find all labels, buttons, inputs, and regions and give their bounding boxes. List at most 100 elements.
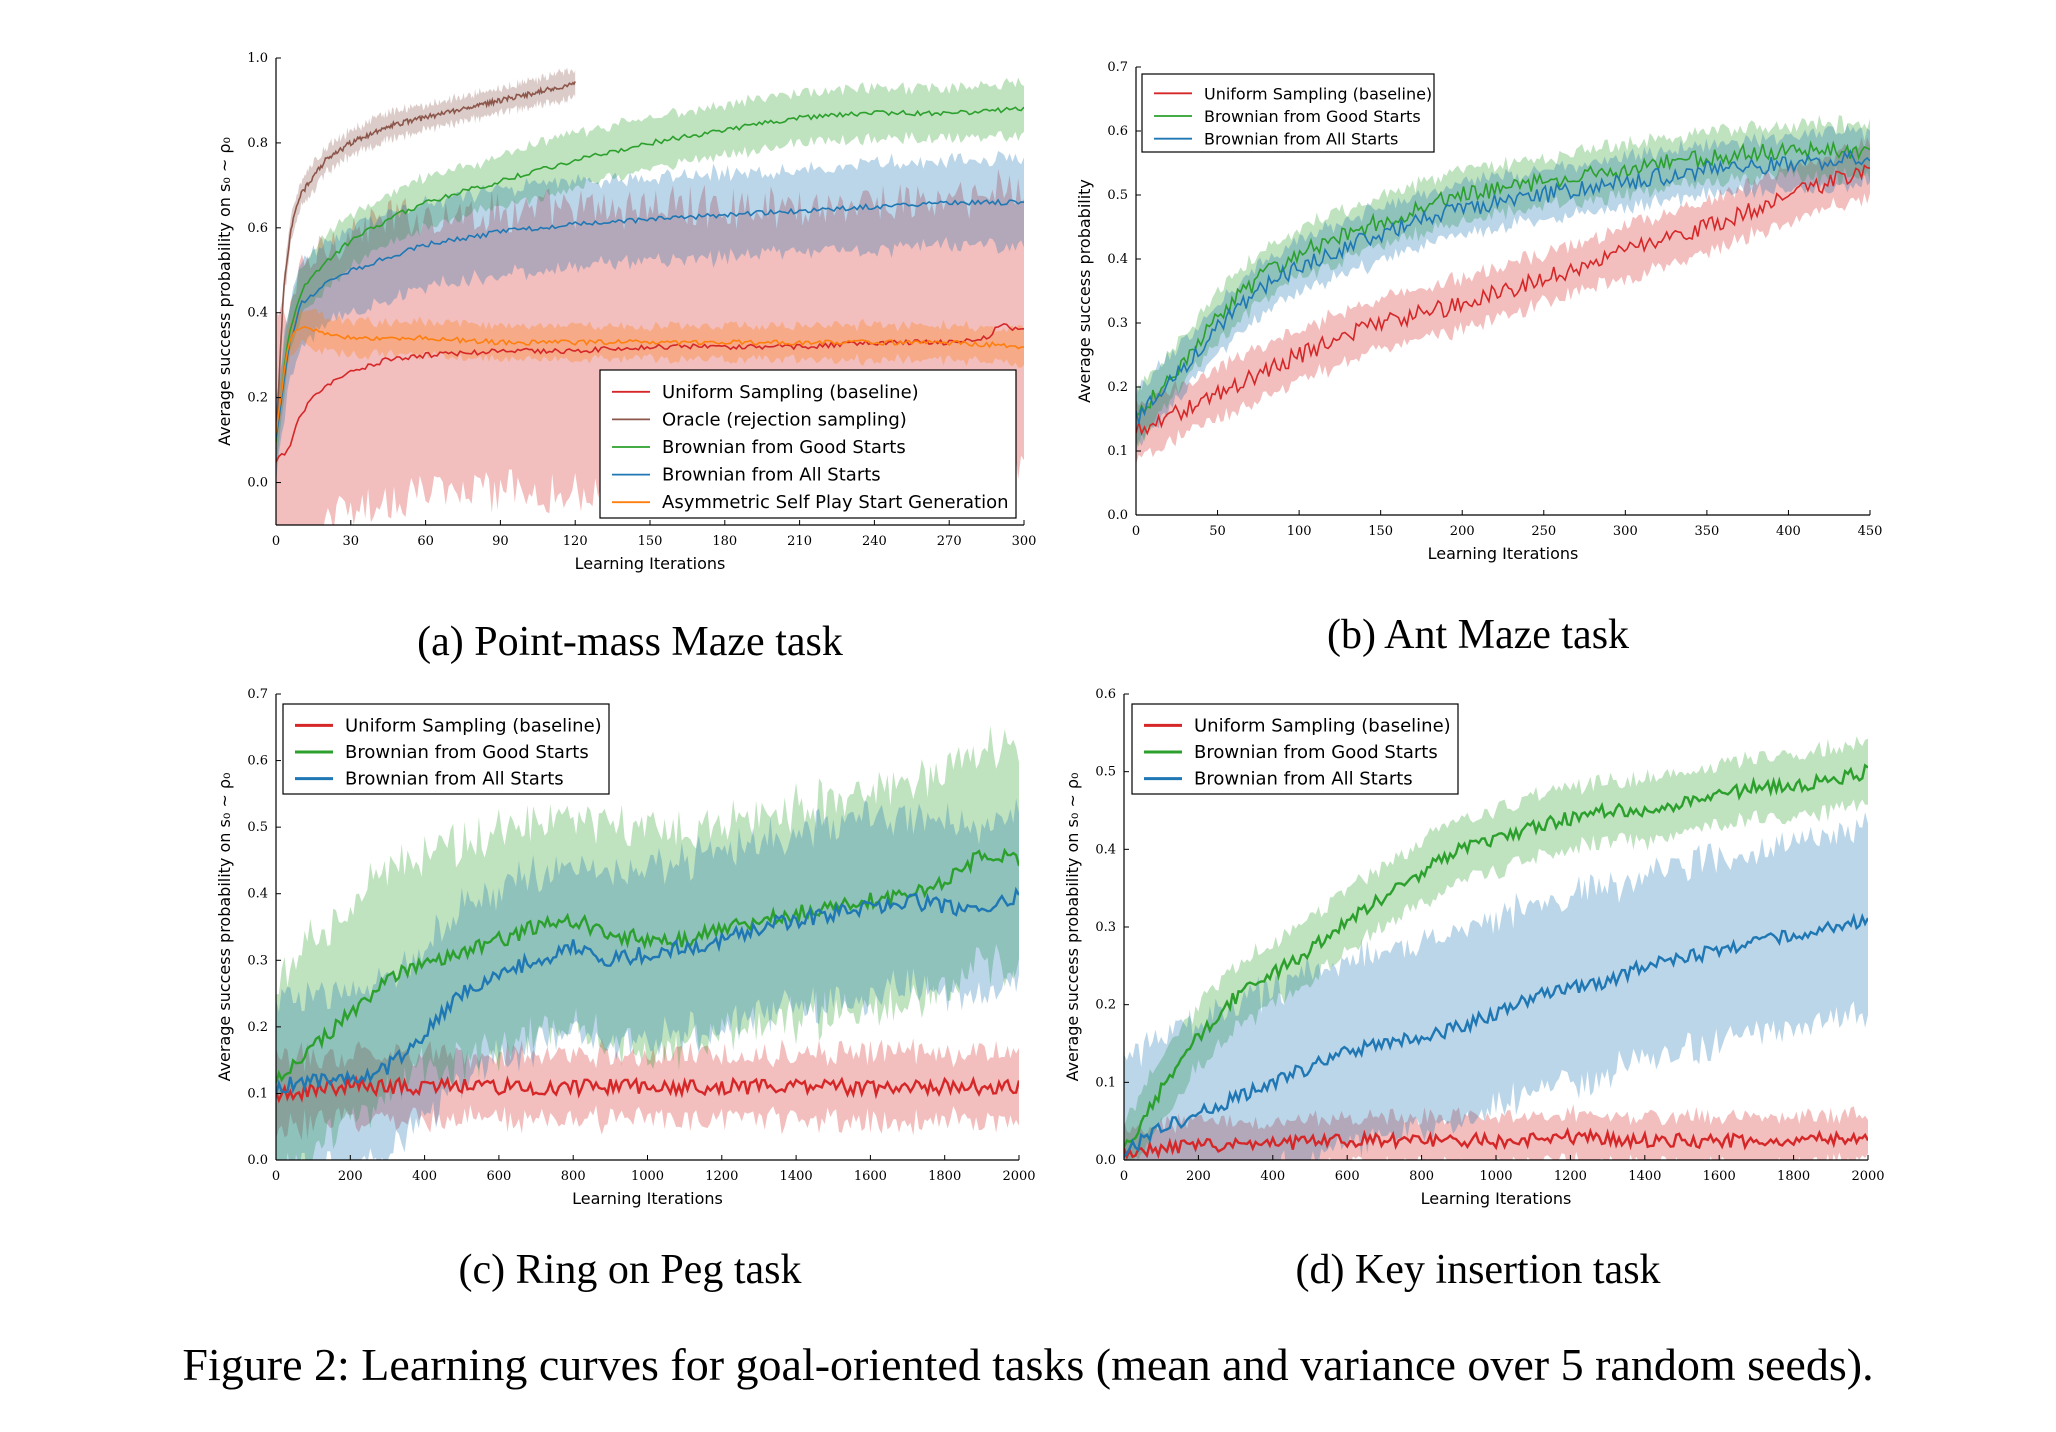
band-b-all (1136, 124, 1870, 454)
x-tick-label: 2000 (1002, 1169, 1035, 1184)
x-tick-label: 600 (1335, 1169, 1360, 1184)
caption-a: (a) Point-mass Maze task (417, 619, 843, 665)
x-tick-label: 300 (1613, 524, 1638, 539)
line-b-uniform (1136, 164, 1870, 436)
legend-entry-uniform: Uniform Sampling (baseline) (1194, 715, 1451, 736)
line-b-good (1136, 140, 1870, 416)
y-tick-label: 0.3 (1095, 920, 1116, 935)
x-axis-label-c: Learning Iterations (572, 1189, 723, 1208)
x-tick-label: 300 (1012, 534, 1037, 549)
x-tick-label: 1400 (1628, 1169, 1661, 1184)
x-tick-label: 800 (1409, 1169, 1434, 1184)
x-tick-label: 0 (1132, 524, 1140, 539)
line-d-good (1124, 763, 1868, 1148)
plot-area-a (276, 67, 1024, 525)
band-b-uniform (1136, 137, 1870, 465)
band-d-uniform (1124, 1104, 1868, 1160)
y-tick-label: 0.6 (247, 754, 268, 769)
x-tick-label: 1200 (705, 1169, 738, 1184)
y-tick-label: 0.2 (1095, 998, 1116, 1013)
x-tick-label: 250 (1531, 524, 1556, 539)
x-tick-label: 0 (1120, 1169, 1128, 1184)
y-tick-label: 0.1 (247, 1086, 268, 1101)
x-tick-label: 60 (417, 534, 434, 549)
y-tick-label: 1.0 (247, 51, 268, 66)
legend-entry-good: Brownian from Good Starts (662, 437, 906, 458)
x-tick-label: 1600 (1703, 1169, 1736, 1184)
y-tick-label: 0.4 (247, 887, 268, 902)
caption-d: (d) Key insertion task (1295, 1247, 1660, 1293)
y-tick-label: 0.1 (1107, 444, 1128, 459)
legend-entry-good: Brownian from Good Starts (345, 742, 589, 763)
y-tick-label: 0.3 (247, 953, 268, 968)
x-tick-label: 240 (862, 534, 887, 549)
x-tick-label: 600 (486, 1169, 511, 1184)
x-axis-label-d: Learning Iterations (1421, 1189, 1572, 1208)
legend-entry-good: Brownian from Good Starts (1194, 742, 1438, 763)
x-tick-label: 1800 (1777, 1169, 1810, 1184)
x-tick-label: 120 (563, 534, 588, 549)
legend-a: Uniform Sampling (baseline) Oracle (rejec… (599, 369, 1017, 519)
x-tick-label: 50 (1209, 524, 1226, 539)
x-tick-label: 0 (272, 1169, 280, 1184)
y-tick-label: 0.0 (1107, 508, 1128, 523)
legend-entry-all: Brownian from All Starts (345, 769, 564, 790)
y-axis-label-a: Average success probability on s₀ ~ ρ₀ (215, 137, 234, 446)
legend-entry-uniform: Uniform Sampling (baseline) (345, 715, 602, 736)
y-tick-label: 0.0 (247, 1153, 268, 1168)
y-tick-label: 0.5 (247, 820, 268, 835)
x-axis-label-a: Learning Iterations (575, 554, 726, 573)
y-tick-label: 0.4 (247, 306, 268, 321)
x-tick-label: 350 (1694, 524, 1719, 539)
x-tick-label: 180 (712, 534, 737, 549)
line-a-all (276, 198, 1024, 438)
y-tick-label: 0.0 (1095, 1153, 1116, 1168)
figure-caption: Figure 2: Learning curves for goal-orien… (182, 1339, 1873, 1390)
line-c-all (276, 886, 1019, 1095)
y-axis-label-b: Average success probability (1075, 179, 1094, 403)
x-tick-label: 90 (492, 534, 509, 549)
x-tick-label: 1000 (1479, 1169, 1512, 1184)
legend-frame (282, 703, 610, 795)
line-d-all (1124, 912, 1868, 1158)
y-tick-label: 0.5 (1095, 765, 1116, 780)
panel-b-ant-maze: 0 50 100 150 200 250 300 350 400 450 0.0 0.1 0.2 0.3 0… (1075, 60, 1882, 563)
x-tick-label: 400 (1260, 1169, 1285, 1184)
line-a-oracle (276, 81, 576, 441)
line-d-uniform (1124, 1127, 1868, 1160)
y-tick-label: 0.2 (247, 1020, 268, 1035)
x-tick-label: 1200 (1554, 1169, 1587, 1184)
legend-entry-oracle: Oracle (rejection sampling) (662, 409, 907, 430)
y-tick-label: 0.2 (247, 391, 268, 406)
y-tick-label: 0.7 (1107, 60, 1128, 75)
x-tick-label: 200 (1186, 1169, 1211, 1184)
panel-d-key-insertion: 0 200 400 600 800 1000 1200 1400 1600 1800 2000 0.0… (1063, 687, 1885, 1208)
y-tick-label: 0.6 (247, 221, 268, 236)
band-c-good (276, 725, 1019, 1160)
legend-frame (1131, 703, 1459, 795)
y-tick-label: 0.3 (1107, 316, 1128, 331)
band-a-all (276, 151, 1024, 483)
legend-frame (599, 369, 1017, 519)
line-a-good (276, 106, 1024, 443)
y-tick-label: 0.2 (1107, 380, 1128, 395)
x-tick-label: 800 (561, 1169, 586, 1184)
plot-area-c (276, 725, 1019, 1160)
x-axis-label-b: Learning Iterations (1428, 544, 1579, 563)
x-tick-label: 400 (412, 1169, 437, 1184)
y-tick-label: 0.5 (1107, 188, 1128, 203)
line-b-all (1136, 148, 1870, 424)
line-a-asym (276, 325, 1024, 434)
x-tick-label: 2000 (1851, 1169, 1884, 1184)
legend-entry-uniform: Uniform Sampling (baseline) (1204, 84, 1432, 103)
x-tick-label: 1400 (780, 1169, 813, 1184)
band-d-all (1124, 812, 1868, 1160)
legend-b: Uniform Sampling (baseline) Brownian from… (1141, 73, 1435, 153)
caption-c: (c) Ring on Peg task (459, 1247, 802, 1293)
x-tick-label: 150 (638, 534, 663, 549)
x-tick-label: 200 (1450, 524, 1475, 539)
band-a-asym (276, 308, 1024, 450)
line-c-uniform (276, 1074, 1019, 1104)
x-tick-label: 200 (338, 1169, 363, 1184)
